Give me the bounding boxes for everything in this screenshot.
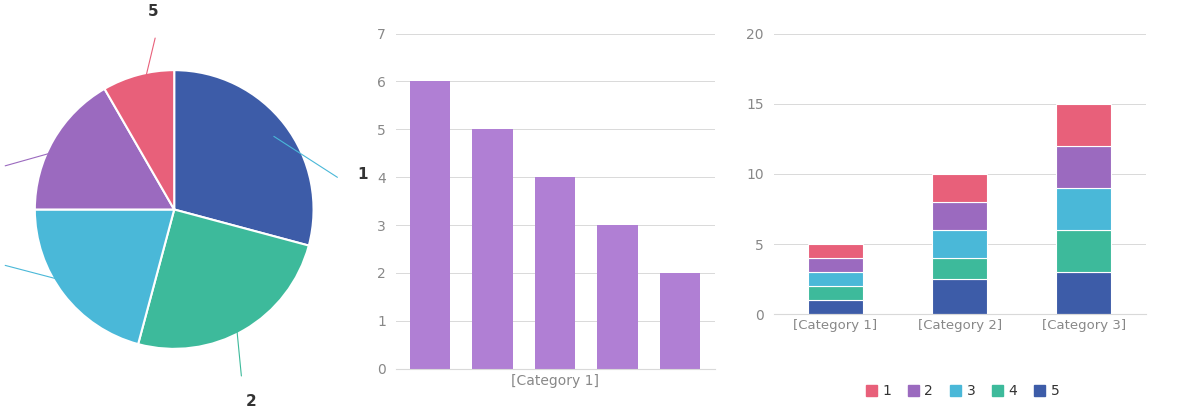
Bar [932,258,987,279]
Bar [410,81,450,369]
Bar [808,300,863,314]
Bar [808,272,863,286]
Bar [932,279,987,314]
Bar [1056,272,1111,314]
Bar [1056,230,1111,272]
Bar [808,244,863,258]
Bar [932,174,987,202]
Bar [1056,146,1111,188]
Text: 1: 1 [357,167,367,182]
Bar [932,230,987,258]
Bar [1056,188,1111,230]
Bar [1056,103,1111,146]
Wedge shape [34,210,175,344]
Bar [472,129,513,369]
Bar [932,202,987,230]
Wedge shape [34,89,175,210]
Legend: 1, 2, 3, 4, 5: 1, 2, 3, 4, 5 [860,378,1065,403]
Wedge shape [174,70,313,246]
Wedge shape [138,210,308,349]
Bar [808,286,863,300]
Bar [598,225,638,369]
Text: 5: 5 [148,4,158,19]
Bar [535,177,575,369]
Bar [660,273,700,369]
Text: 2: 2 [246,394,256,409]
Bar [808,258,863,272]
Wedge shape [105,70,175,210]
